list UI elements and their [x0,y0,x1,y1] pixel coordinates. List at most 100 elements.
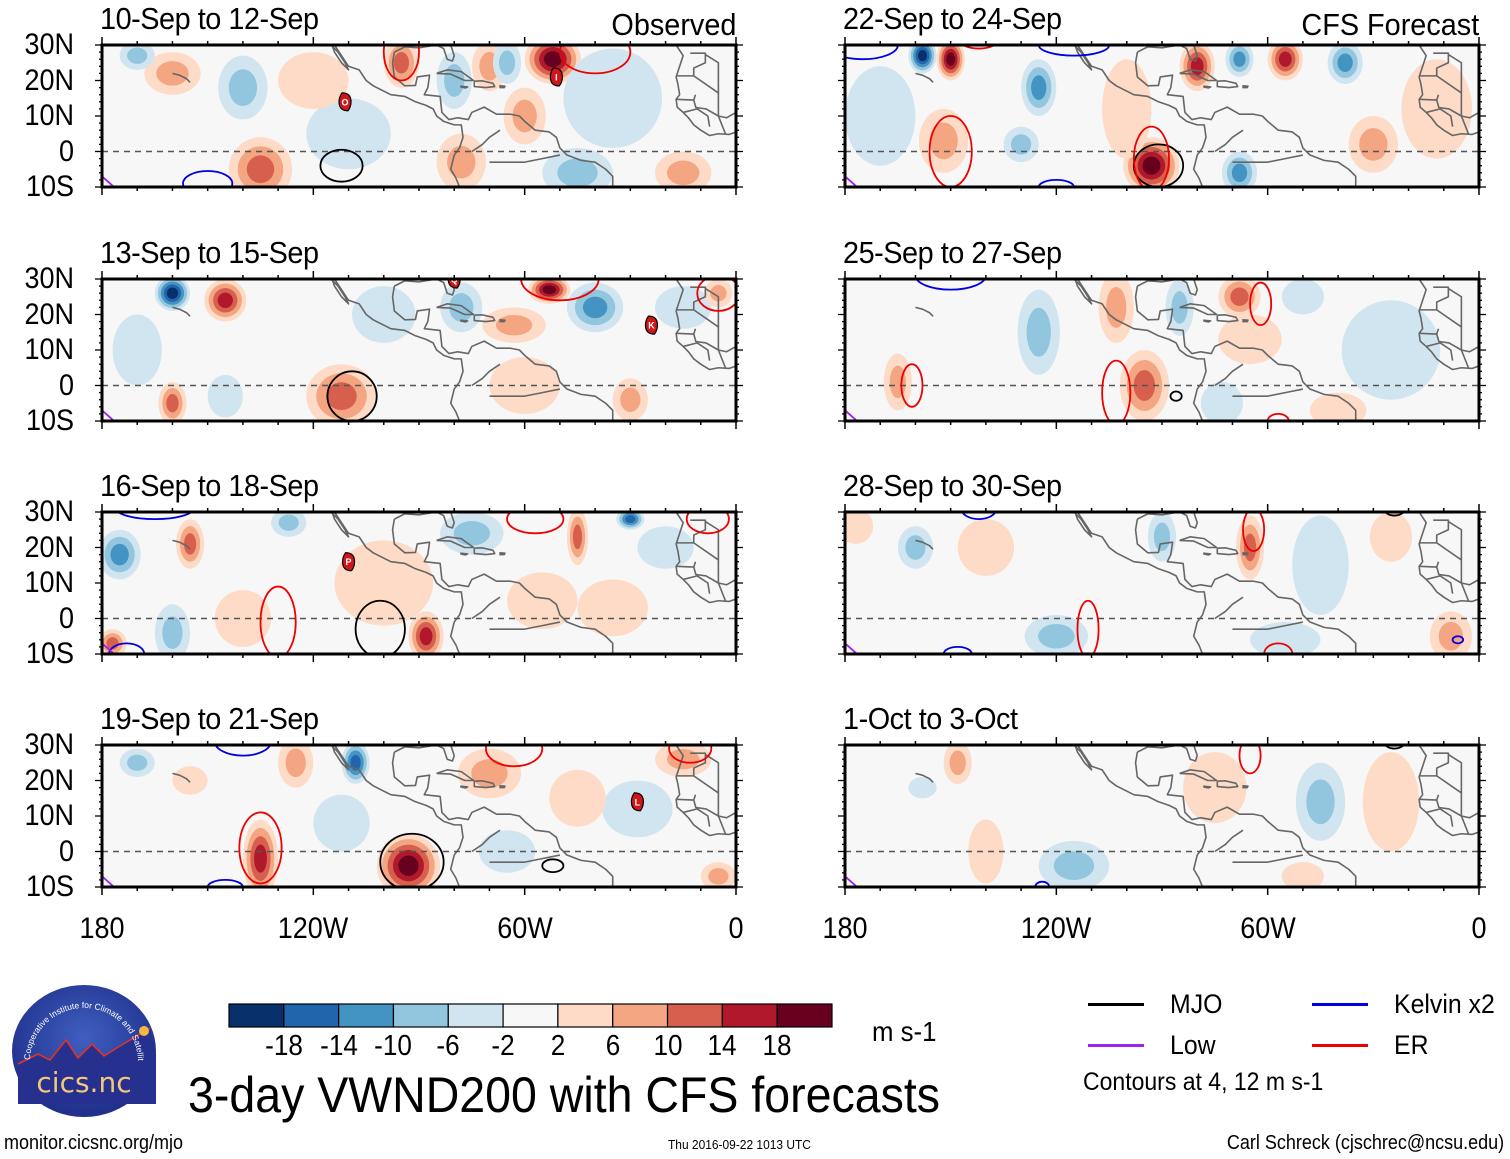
anomaly-band [582,296,608,319]
y-tick-label: 30N [24,728,74,761]
mjo-contour [1384,745,1405,750]
coastline [1436,753,1463,794]
coastline [676,328,697,335]
coastline [676,286,707,311]
y-tick-label: 10S [25,404,74,437]
legend-swatch [1088,1043,1144,1047]
anomaly-band [1401,59,1472,159]
coastline [1214,596,1244,620]
panel-title: 10-Sep to 12-Sep [100,1,319,36]
map-panel-1: OI [95,37,743,195]
y-tick-label: 20N [24,530,74,564]
x-tick-label: 180 [822,912,868,945]
er-contour [685,512,730,535]
coastline [436,769,475,782]
coastline [682,808,711,827]
panel-tag: Observed [611,7,736,42]
anomaly-band [1243,533,1257,562]
main-title: 3-day VWND200 with CFS forecasts [188,1067,940,1123]
er-contour [696,279,736,312]
er-contour [961,45,997,50]
coastline [1419,94,1440,101]
coastline [676,752,707,777]
colorbar-tick-label: 6 [605,1030,620,1062]
coastline [1435,799,1479,819]
coastline [682,108,711,127]
anomaly-band [949,750,966,775]
kelvin-contour [942,646,973,654]
coastline [1436,520,1463,561]
anomaly-band [447,145,476,179]
coastline [391,51,614,187]
anomaly-band [495,314,533,336]
coastline [915,72,934,83]
anomaly-band [183,533,197,555]
coastline [1232,388,1304,397]
coastline [1214,129,1244,153]
coastline [692,99,736,119]
kelvin-contour [845,45,899,61]
coastline [436,536,475,549]
map-panel-5 [838,37,1486,195]
er-contour [1242,512,1266,552]
y-tick-label: 10S [25,637,74,670]
coastline [915,306,934,317]
coastline [1203,85,1212,89]
anomaly-band [1142,156,1161,175]
coastline [1076,45,1207,187]
coastline [1460,326,1470,369]
coastline [1136,512,1199,529]
anomaly-band [1200,381,1244,421]
anomaly-band [1106,286,1127,328]
anomaly-band [254,844,267,873]
colorbar-tick-label: 2 [550,1030,566,1062]
anomaly-band [1031,75,1047,100]
coastline [676,561,697,568]
panel-title: 1-Oct to 3-Oct [843,701,1018,736]
legend-swatch [1088,1002,1144,1006]
anomaly-band [946,52,956,67]
colorbar-tick-label: -2 [491,1030,515,1062]
anomaly-band [246,155,275,184]
coastline [1073,45,1093,71]
coastline [1216,314,1239,323]
anomaly-band [1231,163,1248,183]
anomaly-band [620,387,641,412]
legend-label: MJO [1170,988,1223,1019]
map-panel-4: L [95,737,743,895]
coastline [1419,752,1450,777]
mjo-contour [379,832,445,887]
coastline [172,772,191,783]
coastline [460,319,469,323]
coastline [471,596,501,620]
coastline [717,792,727,835]
anomaly-band [1369,512,1413,562]
legend-swatch [1312,1043,1368,1047]
coastline [330,512,350,538]
coastline [1214,363,1244,387]
coastline [1425,808,1454,827]
panel-title: 22-Sep to 24-Sep [843,1,1062,36]
anomaly-band [214,590,272,647]
anomaly-band [498,50,516,75]
anomaly-band [172,766,208,795]
y-tick-label: 0 [58,368,74,402]
coastline [1419,561,1440,568]
anomaly-band [1218,314,1282,365]
coastline [1232,154,1304,163]
logo-sun-icon [139,1026,149,1036]
coastline [391,285,614,421]
tropical-cyclone-icon: I [549,67,563,87]
x-tick-label: 120W [278,912,349,945]
er-contour [506,512,565,535]
footer-url[interactable]: monitor.cicsnc.org/mjo [4,1132,184,1154]
mjo-contour [541,858,565,873]
coastline [915,772,934,783]
coastline [676,794,697,801]
coastline [330,745,350,771]
anomaly-band [1341,300,1441,400]
y-tick-label: 0 [58,601,74,635]
anomaly-band [917,49,927,62]
